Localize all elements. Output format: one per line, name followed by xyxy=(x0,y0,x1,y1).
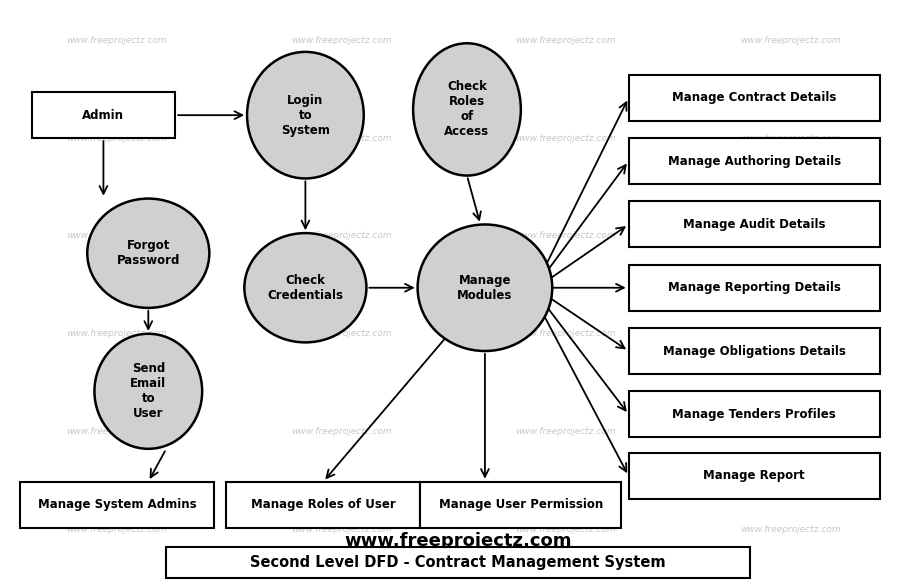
Text: www.freeprojectz.com: www.freeprojectz.com xyxy=(67,525,168,534)
Text: www.freeprojectz.com: www.freeprojectz.com xyxy=(67,427,168,436)
Text: Manage Report: Manage Report xyxy=(703,470,805,483)
FancyBboxPatch shape xyxy=(628,265,880,311)
Text: Manage
Modules: Manage Modules xyxy=(457,274,513,302)
Text: www.freeprojectz.com: www.freeprojectz.com xyxy=(291,329,392,338)
Text: www.freeprojectz.com: www.freeprojectz.com xyxy=(291,36,392,45)
Text: www.freeprojectz.com: www.freeprojectz.com xyxy=(516,231,616,241)
Text: www.freeprojectz.com: www.freeprojectz.com xyxy=(291,134,392,143)
Text: www.freeprojectz.com: www.freeprojectz.com xyxy=(67,329,168,338)
Text: www.freeprojectz.com: www.freeprojectz.com xyxy=(516,134,616,143)
Text: Manage Tenders Profiles: Manage Tenders Profiles xyxy=(672,408,836,421)
Ellipse shape xyxy=(247,52,364,178)
Text: www.freeprojectz.com: www.freeprojectz.com xyxy=(516,427,616,436)
FancyBboxPatch shape xyxy=(628,201,880,248)
Text: www.freeprojectz.com: www.freeprojectz.com xyxy=(740,329,841,338)
Ellipse shape xyxy=(87,198,210,308)
Text: Manage Authoring Details: Manage Authoring Details xyxy=(668,155,841,168)
Text: Check
Credentials: Check Credentials xyxy=(267,274,344,302)
Ellipse shape xyxy=(418,224,552,351)
Ellipse shape xyxy=(245,233,366,342)
FancyBboxPatch shape xyxy=(628,328,880,374)
Text: Manage Roles of User: Manage Roles of User xyxy=(251,498,396,511)
Text: Manage User Permission: Manage User Permission xyxy=(439,498,603,511)
Text: www.freeprojectz.com: www.freeprojectz.com xyxy=(740,525,841,534)
Text: www.freeprojectz.com: www.freeprojectz.com xyxy=(516,329,616,338)
FancyBboxPatch shape xyxy=(226,481,420,528)
FancyBboxPatch shape xyxy=(628,75,880,121)
FancyBboxPatch shape xyxy=(420,481,621,528)
Text: www.freeprojectz.com: www.freeprojectz.com xyxy=(67,231,168,241)
FancyBboxPatch shape xyxy=(628,453,880,499)
FancyBboxPatch shape xyxy=(31,92,175,138)
Text: www.freeprojectz.com: www.freeprojectz.com xyxy=(740,36,841,45)
Text: Manage Reporting Details: Manage Reporting Details xyxy=(668,281,841,294)
Text: www.freeprojectz.com: www.freeprojectz.com xyxy=(291,525,392,534)
Text: www.freeprojectz.com: www.freeprojectz.com xyxy=(740,134,841,143)
Text: www.freeprojectz.com: www.freeprojectz.com xyxy=(291,231,392,241)
Text: www.freeprojectz.com: www.freeprojectz.com xyxy=(291,427,392,436)
Text: www.freeprojectz.com: www.freeprojectz.com xyxy=(344,532,572,550)
Text: www.freeprojectz.com: www.freeprojectz.com xyxy=(67,134,168,143)
Ellipse shape xyxy=(94,334,202,449)
Text: Send
Email
to
User: Send Email to User xyxy=(130,362,167,420)
Text: Manage Obligations Details: Manage Obligations Details xyxy=(663,345,845,357)
Text: www.freeprojectz.com: www.freeprojectz.com xyxy=(516,525,616,534)
Text: Login
to
System: Login to System xyxy=(281,94,330,137)
FancyBboxPatch shape xyxy=(628,138,880,184)
Text: Forgot
Password: Forgot Password xyxy=(116,239,180,267)
Text: www.freeprojectz.com: www.freeprojectz.com xyxy=(740,231,841,241)
Text: Manage System Admins: Manage System Admins xyxy=(38,498,196,511)
Text: www.freeprojectz.com: www.freeprojectz.com xyxy=(740,427,841,436)
Text: Check
Roles
of
Access: Check Roles of Access xyxy=(444,80,489,139)
Text: Admin: Admin xyxy=(82,109,125,122)
FancyBboxPatch shape xyxy=(628,392,880,437)
Text: Second Level DFD - Contract Management System: Second Level DFD - Contract Management S… xyxy=(250,555,666,570)
Ellipse shape xyxy=(413,43,521,176)
FancyBboxPatch shape xyxy=(166,546,749,578)
FancyBboxPatch shape xyxy=(20,481,213,528)
Text: www.freeprojectz.com: www.freeprojectz.com xyxy=(67,36,168,45)
Text: www.freeprojectz.com: www.freeprojectz.com xyxy=(516,36,616,45)
Text: Manage Audit Details: Manage Audit Details xyxy=(683,218,825,231)
Text: Manage Contract Details: Manage Contract Details xyxy=(672,92,836,104)
